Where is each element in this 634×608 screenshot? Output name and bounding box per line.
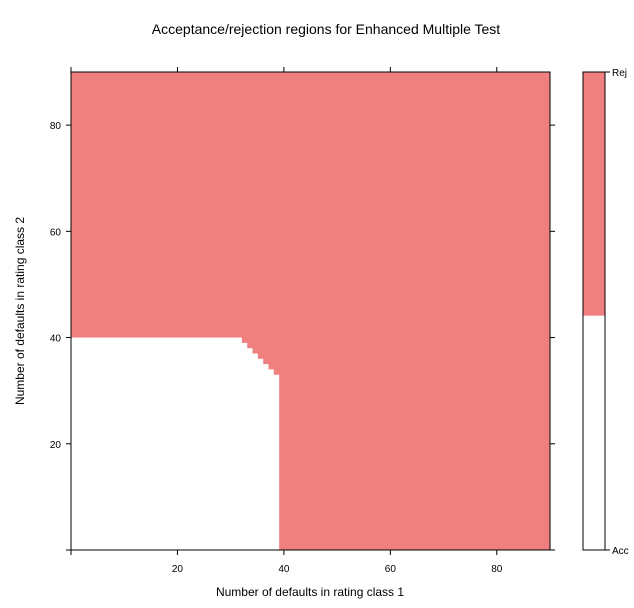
acceptance-region-step xyxy=(262,364,269,550)
x-tick-label: 80 xyxy=(491,564,503,575)
y-tick-label: 80 xyxy=(50,121,62,132)
acceptance-region-step xyxy=(273,374,280,550)
y-tick-label: 40 xyxy=(50,334,62,345)
acceptance-region-step xyxy=(267,369,274,550)
acceptance-region-step xyxy=(71,337,242,550)
acceptance-region-step xyxy=(246,348,253,550)
x-axis-title: Number of defaults in rating class 1 xyxy=(216,585,404,599)
x-axis: 20 40 60 80 xyxy=(70,67,503,575)
acceptance-region-step xyxy=(251,353,258,550)
colorkey-frame xyxy=(582,71,606,551)
plot-area xyxy=(71,72,550,550)
colorkey-label-accept: Acc xyxy=(612,546,629,557)
colorkey-reject-swatch xyxy=(583,72,605,316)
colorkey-accept-swatch xyxy=(583,315,605,550)
acceptance-region-step xyxy=(257,358,264,550)
colorkey-label-reject: Rej xyxy=(612,68,627,79)
plot-frame xyxy=(70,71,551,551)
x-tick-label: 20 xyxy=(172,564,184,575)
y-axis-title: Number of defaults in rating class 2 xyxy=(13,217,27,405)
y-tick-label: 60 xyxy=(50,227,62,238)
chart-title: Acceptance/rejection regions for Enhance… xyxy=(152,21,500,37)
x-tick-label: 60 xyxy=(385,564,397,575)
color-key: Rej Acc xyxy=(582,68,629,557)
y-tick-label: 20 xyxy=(50,440,62,451)
acceptance-region-step xyxy=(241,342,248,550)
y-axis: 20 40 60 80 xyxy=(50,121,555,551)
x-tick-label: 40 xyxy=(278,564,290,575)
